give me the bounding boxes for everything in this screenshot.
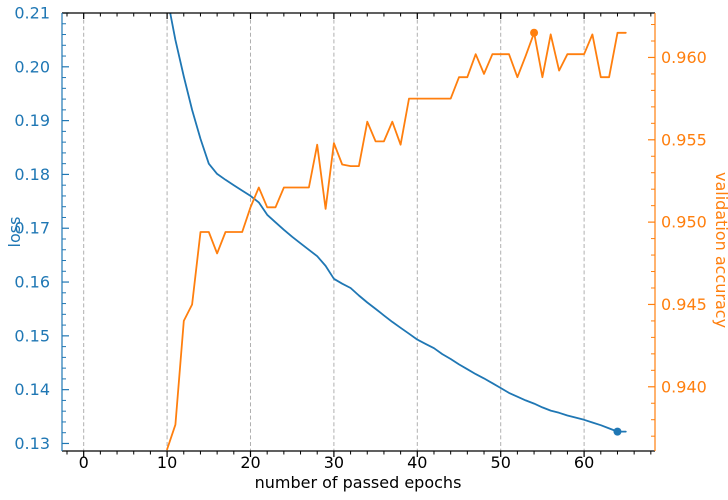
x-tick-label: 40 [407, 453, 427, 472]
left-tick-label: 0.19 [14, 111, 50, 130]
accuracy-line [166, 31, 627, 451]
x-tick-label: 50 [491, 453, 511, 472]
data-markers [530, 28, 622, 436]
x-tick-label: 10 [157, 453, 177, 472]
right-tick-label: 0.960 [661, 48, 707, 67]
x-tick-label: 60 [574, 453, 594, 472]
accuracy-marker-dot [530, 28, 539, 37]
gridlines [83, 13, 585, 451]
right-y-axis-label: validation accuracy [712, 172, 728, 328]
axis-ticks: 0 10 20 30 40 50 60 0.13 0.14 0.15 0.16 0.17 0.18 0.1… [14, 4, 706, 473]
x-tick-label: 30 [324, 453, 344, 472]
x-tick-label: 0 [79, 453, 89, 472]
left-tick-label: 0.14 [14, 380, 50, 399]
data-series [166, 13, 627, 451]
right-tick-label: 0.940 [661, 377, 707, 396]
left-tick-label: 0.13 [14, 434, 50, 453]
left-tick-label: 0.16 [14, 273, 50, 292]
loss-marker-dot [613, 427, 622, 436]
left-y-axis-label: loss [5, 217, 24, 248]
left-tick-label: 0.15 [14, 326, 50, 345]
right-tick-label: 0.950 [661, 213, 707, 232]
x-tick-label: 20 [240, 453, 260, 472]
left-tick-label: 0.20 [14, 57, 50, 76]
axes-spines [61, 12, 656, 452]
x-axis-label: number of passed epochs [255, 473, 462, 492]
loss-line [169, 13, 627, 433]
left-tick-label: 0.18 [14, 165, 50, 184]
right-tick-label: 0.945 [661, 295, 707, 314]
left-tick-label: 0.21 [14, 4, 50, 23]
right-tick-label: 0.955 [661, 130, 707, 149]
left-tick-label: 0.17 [14, 219, 50, 238]
